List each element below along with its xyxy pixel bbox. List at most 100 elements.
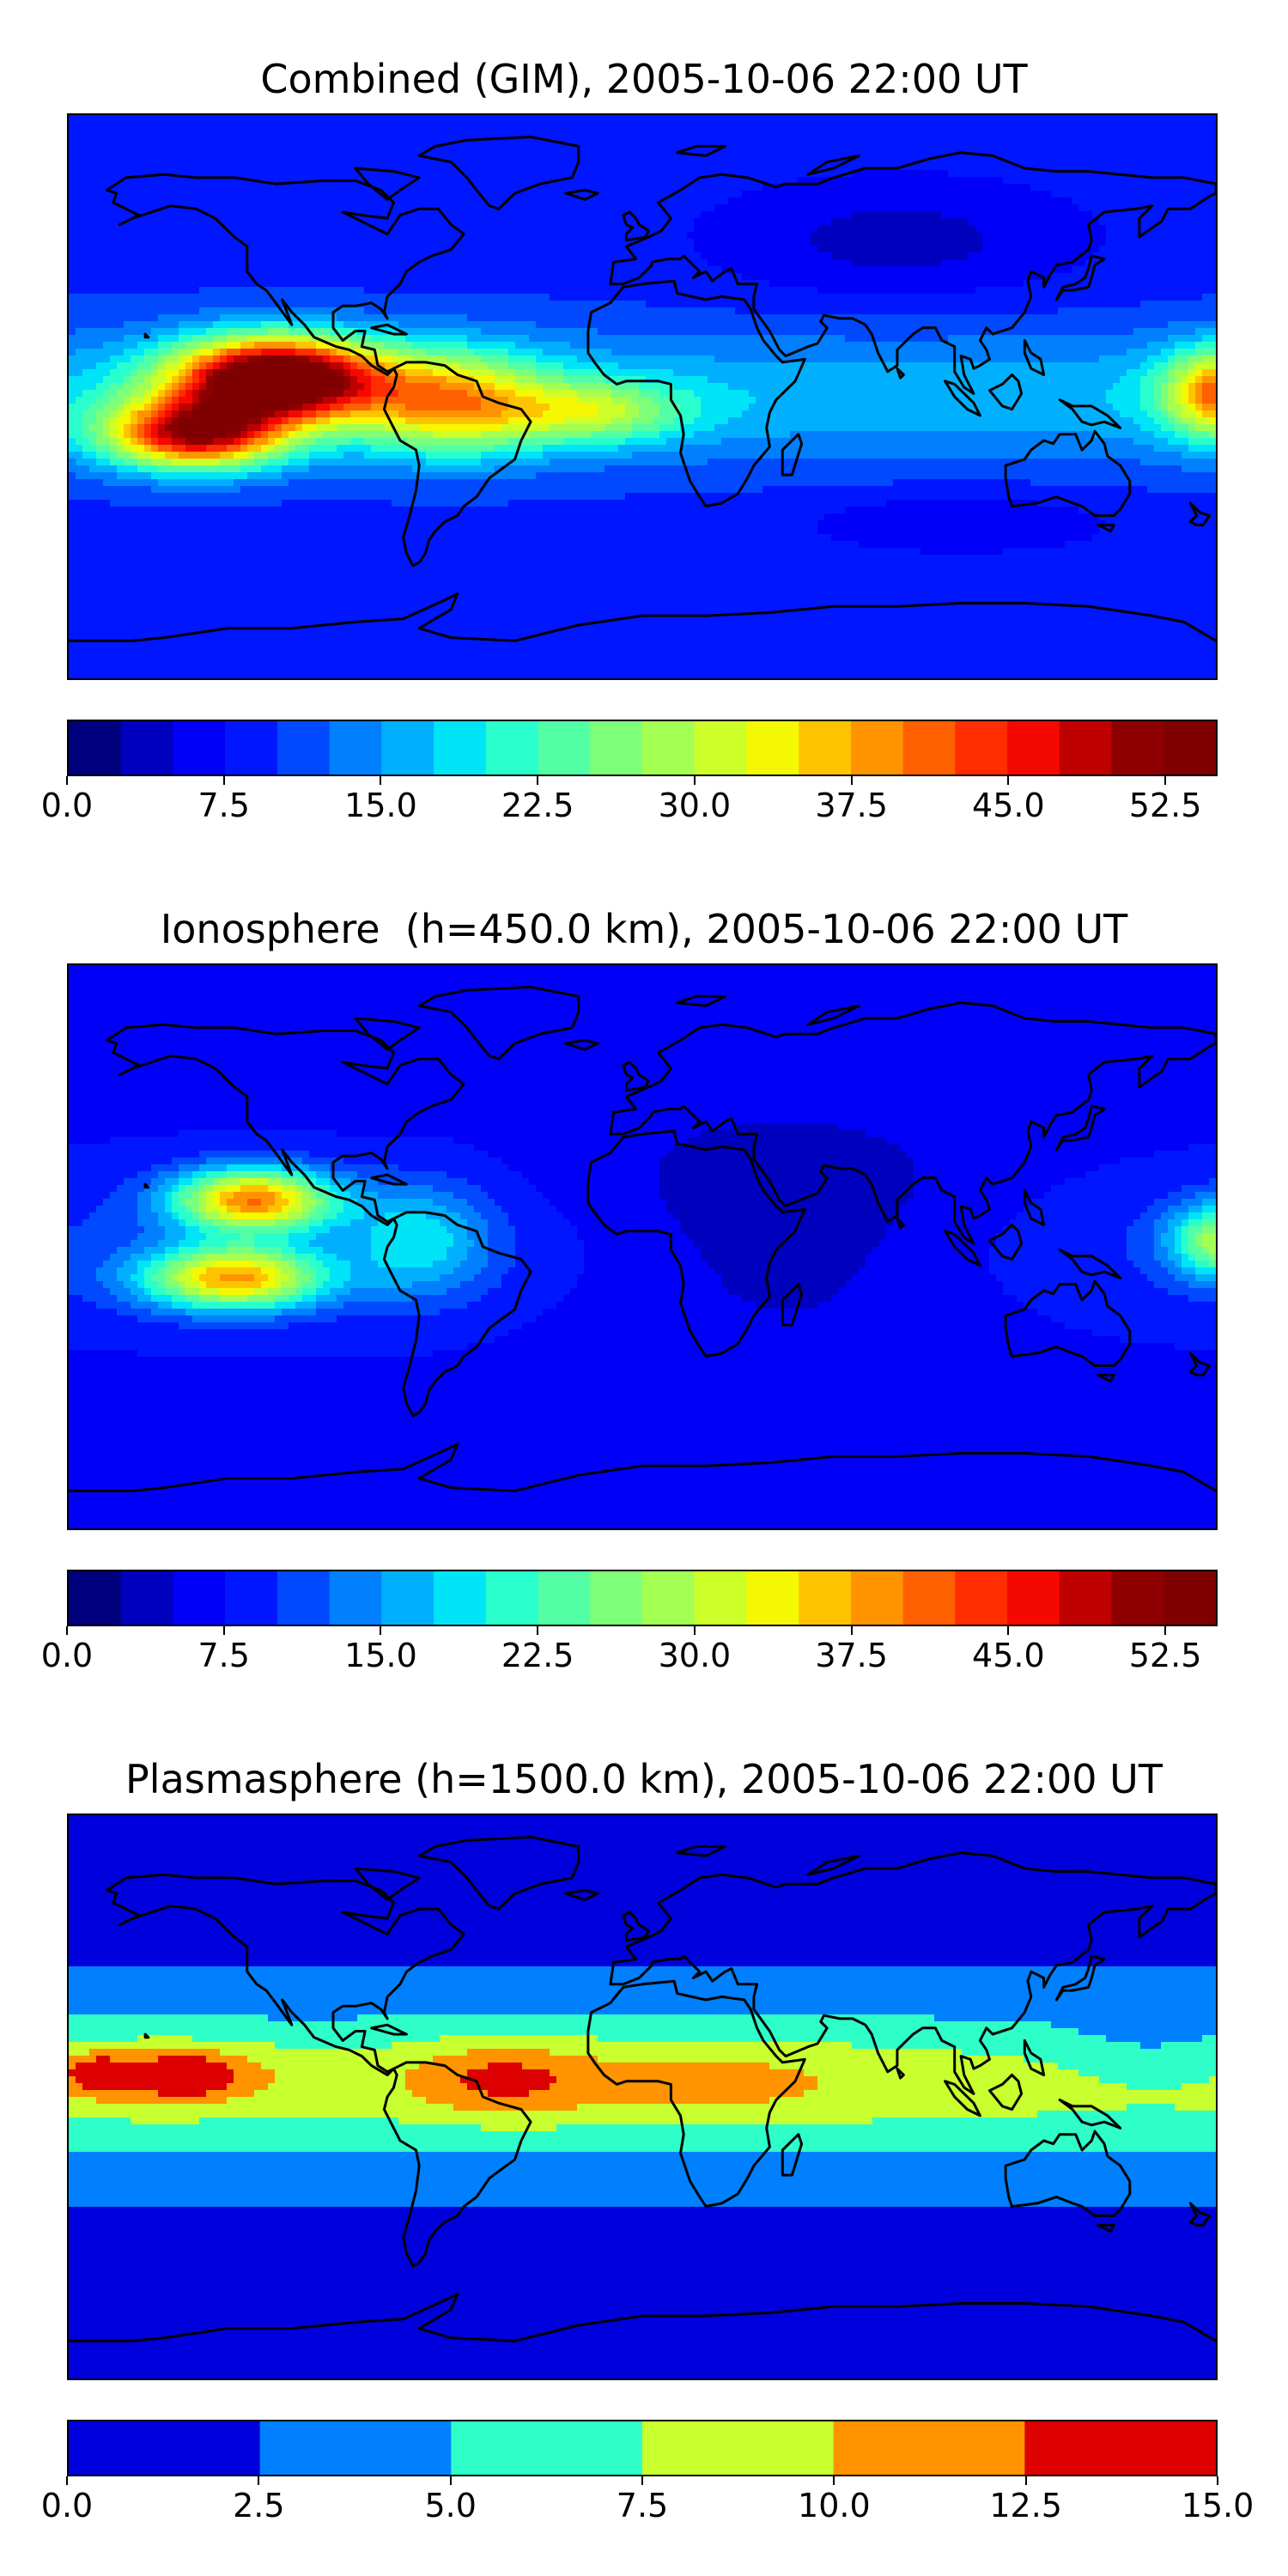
tec-contour-field bbox=[69, 1815, 1216, 2379]
panel-title-combined: Combined (GIM), 2005-10-06 22:00 UT bbox=[0, 55, 1288, 103]
coastline-eurasia bbox=[609, 151, 1216, 395]
coastline-novaya-zemlya bbox=[806, 1854, 860, 1876]
coastline-cuba bbox=[370, 323, 408, 336]
coastlines bbox=[69, 136, 1216, 642]
coastline-sumatra bbox=[944, 1230, 981, 1267]
colorbar-tick-label: 0.0 bbox=[41, 2488, 93, 2523]
coastline-new-zealand bbox=[1188, 2202, 1212, 2227]
coastline-hawaii bbox=[143, 2032, 150, 2039]
colorbar-segment bbox=[485, 721, 539, 775]
colorbar-segment bbox=[329, 721, 382, 775]
colorbar-tick-label: 22.5 bbox=[501, 1638, 574, 1673]
coastline-iceland bbox=[564, 189, 599, 201]
coastline-eurasia bbox=[609, 1001, 1216, 1245]
colorbar-tick-mark bbox=[537, 776, 539, 785]
coastline-new-guinea bbox=[1058, 1249, 1122, 1279]
coastline-novaya-zemlya bbox=[806, 1004, 860, 1026]
coastline-antarctica bbox=[69, 592, 1216, 642]
coastline-british-isles bbox=[622, 1060, 650, 1092]
coastline-south-america bbox=[382, 2061, 532, 2268]
coastline-hawaii bbox=[143, 1182, 150, 1189]
colorbar-segment bbox=[694, 1571, 748, 1625]
colorbar-tick-label: 37.5 bbox=[815, 788, 888, 823]
colorbar-segment bbox=[1007, 721, 1060, 775]
colorbar-tick-mark bbox=[1217, 2476, 1218, 2485]
colorbar-tick-label: 52.5 bbox=[1129, 788, 1202, 823]
coastline-africa bbox=[586, 1129, 806, 1358]
colorbar-svg bbox=[69, 1571, 1216, 1625]
colorbar-segment bbox=[642, 721, 696, 775]
coastline-greenland bbox=[417, 1836, 580, 1911]
coastline-sri-lanka2 bbox=[1097, 1373, 1115, 1383]
colorbar-segment bbox=[955, 1571, 1008, 1625]
colorbar-segment bbox=[694, 721, 748, 775]
colorbar-tick-label: 12.5 bbox=[989, 2488, 1062, 2523]
colorbar-segment bbox=[1024, 2421, 1216, 2475]
coastline-south-america bbox=[382, 361, 532, 568]
coastline-borneo bbox=[988, 374, 1024, 411]
coastline-madagascar bbox=[781, 2133, 804, 2177]
colorbar-segment bbox=[434, 721, 487, 775]
colorbar-tick-mark bbox=[66, 776, 68, 785]
coastline-sri-lanka bbox=[896, 367, 905, 380]
coastline-borneo bbox=[988, 2074, 1024, 2111]
colorbar-tick-label: 7.5 bbox=[198, 788, 250, 823]
coastline-japan bbox=[1054, 1954, 1106, 2002]
colorbar-segment bbox=[434, 1571, 487, 1625]
coastline-svalbard bbox=[676, 994, 726, 1007]
colorbar-segment bbox=[850, 1571, 904, 1625]
colorbar-segment bbox=[259, 2421, 452, 2475]
colorbar-segment bbox=[485, 1571, 539, 1625]
colorbar-tick-mark bbox=[850, 776, 853, 785]
colorbar-tick-label: 7.5 bbox=[198, 1638, 250, 1673]
coastline-north-america bbox=[106, 173, 465, 376]
tec-map-svg-combined bbox=[69, 115, 1216, 678]
colorbar-tick-label: 0.0 bbox=[41, 1638, 93, 1673]
coastline-philippines bbox=[1023, 1188, 1046, 1226]
colorbar-tick-mark bbox=[380, 776, 382, 785]
colorbar-segment bbox=[1059, 721, 1113, 775]
coastline-north-america bbox=[106, 1023, 465, 1226]
colorbar-tick-label: 5.0 bbox=[424, 2488, 476, 2523]
colorbar-segment bbox=[381, 1571, 434, 1625]
coastline-africa bbox=[586, 279, 806, 508]
colorbar-segment bbox=[538, 721, 591, 775]
colorbar-segment bbox=[799, 1571, 852, 1625]
coastline-iceland bbox=[564, 1889, 599, 1901]
colorbar-segment bbox=[120, 1571, 174, 1625]
coastline-svalbard bbox=[676, 1844, 726, 1857]
tec-contour-field bbox=[69, 115, 1216, 678]
coastline-borneo bbox=[988, 1224, 1024, 1261]
colorbar-tick-mark bbox=[1024, 2476, 1027, 2485]
colorbar-combined bbox=[67, 720, 1218, 776]
coastline-sumatra bbox=[944, 380, 981, 417]
colorbar-tick-label: 15.0 bbox=[1182, 2488, 1255, 2523]
tec-map-svg-ionosphere bbox=[69, 965, 1216, 1528]
colorbar-segment bbox=[1163, 1571, 1216, 1625]
coastline-british-isles bbox=[622, 1911, 650, 1942]
colorbar-segment bbox=[381, 721, 434, 775]
colorbar-tick-mark bbox=[449, 2476, 452, 2485]
colorbar-tick-mark bbox=[537, 1626, 539, 1635]
coastline-north-america bbox=[106, 1873, 465, 2076]
colorbar-ticks-plasmasphere: 0.0 2.5 5.0 7.5 10.0 12.5 15.0 bbox=[41, 2476, 1254, 2523]
colorbar-segment bbox=[276, 721, 331, 775]
coastline-greenland bbox=[417, 136, 580, 210]
colorbar-segment bbox=[538, 1571, 591, 1625]
colorbar-svg bbox=[69, 721, 1216, 775]
coastline-baffin bbox=[354, 167, 421, 201]
colorbar-tick-label: 30.0 bbox=[659, 1638, 732, 1673]
tec-map-plasmasphere bbox=[67, 1814, 1218, 2380]
colorbar-tick-label: 52.5 bbox=[1129, 1638, 1202, 1673]
colorbar-tick-mark bbox=[66, 2476, 68, 2485]
coastline-africa bbox=[586, 1979, 806, 2208]
coastline-japan bbox=[1054, 254, 1106, 301]
colorbar-segment bbox=[746, 1571, 799, 1625]
coastline-iceland bbox=[564, 1039, 599, 1051]
coastline-baffin bbox=[354, 1867, 421, 1901]
colorbar-tick-mark bbox=[1007, 1626, 1010, 1635]
coastline-australia bbox=[1004, 2129, 1132, 2217]
coastline-new-guinea bbox=[1058, 2099, 1122, 2129]
colorbar-tick-label: 37.5 bbox=[815, 1638, 888, 1673]
coastline-sri-lanka bbox=[896, 1217, 905, 1230]
